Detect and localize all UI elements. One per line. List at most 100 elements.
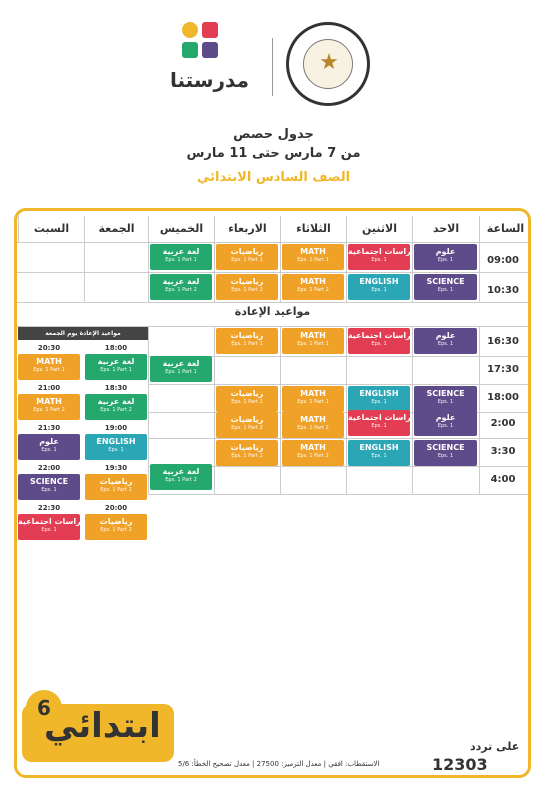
time-label: 2:00 — [490, 418, 516, 429]
subject-label: رياضيات — [99, 517, 133, 526]
episode-label: Eps. 1 — [437, 287, 454, 293]
class-cell: دراسات اجتماعية Eps. 1 — [348, 328, 410, 354]
episode-label: Eps. 1 — [437, 399, 454, 405]
episode-label: Eps. 1 — [437, 453, 454, 459]
subject-label: SCIENCE — [426, 277, 465, 286]
channel-label: على تردد — [470, 740, 520, 753]
episode-label: Eps. 1 — [371, 287, 387, 293]
grid-line — [280, 326, 281, 494]
subject-label: ENGLISH — [359, 443, 399, 452]
episode-label: Eps. 1 — [437, 341, 454, 347]
subject-label: رياضيات — [230, 443, 264, 452]
episode-label: Eps. 1 Part 1 — [165, 369, 197, 375]
class-cell: رياضيات Eps. 1 Part 1 — [216, 386, 278, 412]
subject-label: MATH — [300, 415, 326, 424]
seal-emblem-icon: ★ — [303, 39, 353, 89]
class-cell: لغة عربية Eps. 1 Part 1 — [150, 244, 212, 270]
subject-label: MATH — [300, 277, 326, 286]
time-label: 3:30 — [490, 446, 516, 457]
grade-title: الصف السادس الابتدائي — [196, 170, 351, 185]
grid-line — [148, 216, 149, 302]
time-label: 22:30 — [37, 504, 61, 512]
class-cell: ENGLISH Eps. 1 — [348, 440, 410, 466]
episode-label: Eps. 1 — [371, 453, 387, 459]
class-cell: SCIENCE Eps. 1 — [414, 440, 477, 466]
class-cell: MATH Eps. 1 Part 1 — [282, 244, 344, 270]
column-header: الساعة — [479, 216, 531, 242]
class-cell: لغة عربية Eps. 1 Part 2 — [150, 274, 212, 300]
episode-label: Eps. 1 Part 1 — [297, 399, 329, 405]
subject-label: MATH — [300, 247, 326, 256]
class-cell: رياضيات Eps. 1 Part 2 — [216, 274, 278, 300]
time-label: 21:00 — [37, 384, 61, 392]
grid-line — [17, 242, 528, 243]
time-label: 10:30 — [487, 285, 519, 296]
time-label: 16:30 — [487, 336, 519, 347]
class-cell: MATH Eps. 1 Part 2 — [282, 412, 344, 438]
time-label: 18:30 — [104, 384, 128, 392]
badge-number: 6 — [26, 690, 62, 726]
time-label: 19:00 — [104, 424, 128, 432]
class-cell: دراسات اجتماعية Eps. 1 — [348, 244, 410, 270]
time-label: 4:00 — [490, 474, 516, 485]
subject-label: لغة عربية — [97, 357, 135, 366]
subject-label: لغة عربية — [162, 467, 200, 476]
episode-label: Eps. 1 Part 2 — [100, 527, 132, 533]
brand-name: مدرستنا — [170, 68, 249, 92]
class-cell: MATH Eps. 1 Part 1 — [18, 354, 80, 380]
subject-label: MATH — [300, 443, 326, 452]
class-cell: دراسات اجتماعية Eps. 1 — [348, 410, 410, 436]
subject-label: علوم — [435, 413, 456, 422]
class-cell: علوم Eps. 1 — [414, 328, 477, 354]
subject-label: دراسات اجتماعية — [348, 247, 410, 256]
episode-label: Eps. 1 Part 2 — [165, 477, 197, 483]
class-cell: علوم Eps. 1 — [18, 434, 80, 460]
class-cell: رياضيات Eps. 1 Part 1 — [216, 328, 278, 354]
badge-text: ابتدائي — [44, 706, 161, 746]
subject-label: MATH — [300, 331, 326, 340]
grid-line — [148, 356, 528, 357]
class-cell: لغة عربية Eps. 1 Part 2 — [150, 464, 212, 490]
class-cell: رياضيات Eps. 1 Part 2 — [216, 440, 278, 466]
grid-line — [148, 466, 528, 467]
episode-label: Eps. 1 Part 2 — [297, 287, 329, 293]
grid-line — [412, 326, 413, 494]
time-label: 18:00 — [487, 392, 519, 403]
class-cell: رياضيات Eps. 1 Part 2 — [216, 412, 278, 438]
subject-label: MATH — [36, 397, 62, 406]
episode-label: Eps. 1 — [371, 423, 387, 429]
subject-label: علوم — [39, 437, 59, 446]
time-label: 18:00 — [104, 344, 128, 352]
episode-label: Eps. 1 Part 2 — [33, 407, 65, 413]
column-header: الاحد — [412, 216, 479, 242]
episode-label: Eps. 1 — [437, 257, 454, 263]
subject-label: رياضيات — [230, 331, 264, 340]
class-cell: لغة عربية Eps. 1 Part 2 — [85, 394, 147, 420]
class-cell: رياضيات Eps. 1 Part 1 — [216, 244, 278, 270]
subject-label: لغة عربية — [162, 277, 200, 286]
class-cell: رياضيات Eps. 1 Part 2 — [85, 514, 147, 540]
class-cell: ENGLISH Eps. 1 — [85, 434, 147, 460]
class-cell: ENGLISH Eps. 1 — [348, 274, 410, 300]
episode-label: Eps. 1 — [371, 399, 387, 405]
class-cell: MATH Eps. 1 Part 2 — [18, 394, 80, 420]
grid-line — [148, 438, 528, 439]
episode-label: Eps. 1 Part 2 — [297, 453, 329, 459]
episode-label: Eps. 1 Part 1 — [100, 367, 132, 373]
episode-label: Eps. 1 — [371, 341, 387, 347]
schedule-frame — [14, 208, 531, 778]
grid-line — [148, 494, 528, 495]
column-header: الاربعاء — [214, 216, 280, 242]
column-header: الجمعة — [84, 216, 148, 242]
class-cell: علوم Eps. 1 — [414, 410, 477, 436]
grid-line — [214, 326, 215, 494]
episode-label: Eps. 1 Part 1 — [231, 341, 263, 347]
episode-label: Eps. 1 Part 2 — [100, 407, 132, 413]
logo-square-icon — [182, 42, 198, 58]
grid-line — [346, 326, 347, 494]
channel-number: 12303 — [432, 755, 488, 774]
grid-line — [148, 384, 528, 385]
column-header: الاثنين — [346, 216, 412, 242]
madrasatna-logo: مدرستنا — [170, 18, 249, 102]
time-label: 19:30 — [104, 464, 128, 472]
